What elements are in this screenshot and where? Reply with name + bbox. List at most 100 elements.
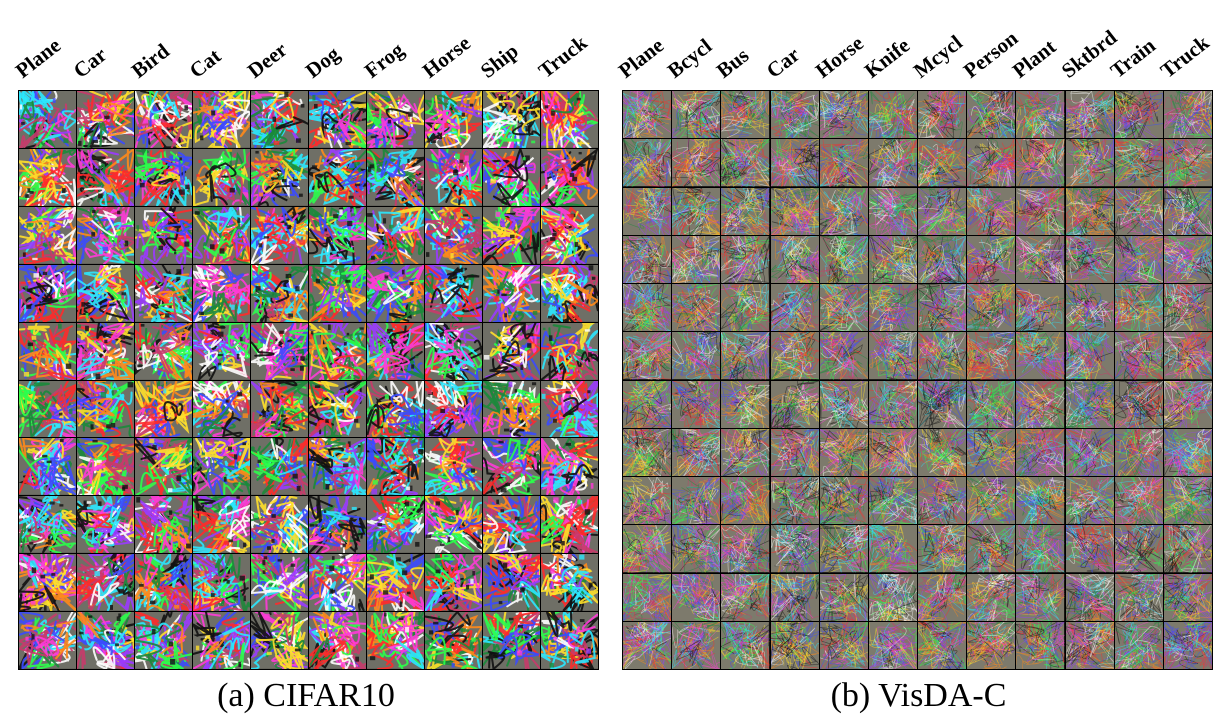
class-label-plane: Plane [615,35,667,82]
generated-sample-image [19,91,76,148]
generated-sample-image [483,207,540,264]
generated-sample-image [820,429,868,476]
generated-sample-image [1066,91,1114,138]
generated-sample-image [309,323,366,380]
generated-sample-image [771,284,819,331]
generated-sample-image [541,323,598,380]
generated-sample-image [1066,622,1114,669]
generated-sample-image [193,381,250,438]
generated-sample-image [1016,91,1064,138]
generated-sample-image [869,236,917,283]
generated-sample-image [541,612,598,669]
generated-sample-image [967,525,1015,572]
generated-sample-image [820,381,868,428]
generated-sample-image [541,207,598,264]
generated-sample-image [672,381,720,428]
generated-sample-image [309,149,366,206]
generated-sample-image [967,622,1015,669]
generated-sample-image [869,574,917,621]
generated-sample-image [1016,332,1064,379]
generated-sample-image [1164,477,1212,524]
generated-sample-image [19,381,76,438]
generated-sample-image [721,574,769,621]
generated-sample-image [1016,429,1064,476]
generated-sample-image [721,332,769,379]
generated-sample-image [309,381,366,438]
generated-sample-image [1164,91,1212,138]
generated-sample-image [721,525,769,572]
generated-sample-image [721,284,769,331]
generated-sample-image [820,622,868,669]
class-label-cat: Cat [186,45,225,82]
generated-sample-image [1164,332,1212,379]
generated-sample-image [1066,381,1114,428]
generated-sample-image [721,429,769,476]
generated-sample-image [771,477,819,524]
generated-sample-image [721,622,769,669]
generated-sample-image [135,438,192,495]
generated-sample-image [820,284,868,331]
generated-sample-image [367,381,424,438]
generated-sample-image [309,207,366,264]
generated-sample-image [251,265,308,322]
generated-sample-image [820,91,868,138]
generated-sample-image [19,496,76,553]
generated-sample-image [193,612,250,669]
generated-sample-image [967,429,1015,476]
class-label-sktbrd: Sktbrd [1058,27,1121,82]
generated-sample-image [483,554,540,611]
generated-sample-image [967,381,1015,428]
generated-sample-image [623,236,671,283]
generated-sample-image [672,139,720,186]
generated-sample-image [869,477,917,524]
class-label-car: Car [70,44,111,82]
generated-sample-image [541,554,598,611]
generated-sample-image [77,381,134,438]
generated-sample-image [77,91,134,148]
generated-sample-image [541,91,598,148]
generated-sample-image [541,496,598,553]
generated-sample-image [1115,622,1163,669]
generated-sample-image [1066,236,1114,283]
generated-sample-image [1066,477,1114,524]
generated-sample-image [918,574,966,621]
generated-sample-image [367,265,424,322]
generated-sample-image [251,149,308,206]
generated-sample-image [483,381,540,438]
generated-sample-image [672,332,720,379]
generated-sample-image [820,188,868,235]
generated-sample-image [425,496,482,553]
generated-sample-image [77,554,134,611]
generated-sample-image [483,91,540,148]
generated-sample-image [309,265,366,322]
generated-sample-image [251,381,308,438]
generated-sample-image [771,525,819,572]
generated-sample-image [251,554,308,611]
generated-sample-image [672,188,720,235]
generated-sample-image [672,574,720,621]
generated-sample-image [425,149,482,206]
generated-sample-image [309,438,366,495]
generated-sample-image [251,438,308,495]
generated-sample-image [193,438,250,495]
generated-sample-image [967,236,1015,283]
generated-sample-image [251,91,308,148]
generated-sample-image [967,139,1015,186]
generated-sample-image [1066,574,1114,621]
generated-sample-image [367,207,424,264]
class-label-truck: Truck [535,32,591,82]
generated-sample-image [918,622,966,669]
class-label-plane: Plane [12,35,64,82]
generated-sample-image [425,265,482,322]
generated-sample-image [771,429,819,476]
class-label-bus: Bus [713,45,753,82]
generated-sample-image [193,207,250,264]
generated-sample-image [135,554,192,611]
generated-sample-image [1016,381,1064,428]
generated-sample-image [672,622,720,669]
generated-sample-image [367,554,424,611]
generated-sample-image [771,381,819,428]
generated-sample-image [820,139,868,186]
generated-sample-image [193,323,250,380]
generated-sample-image [541,438,598,495]
